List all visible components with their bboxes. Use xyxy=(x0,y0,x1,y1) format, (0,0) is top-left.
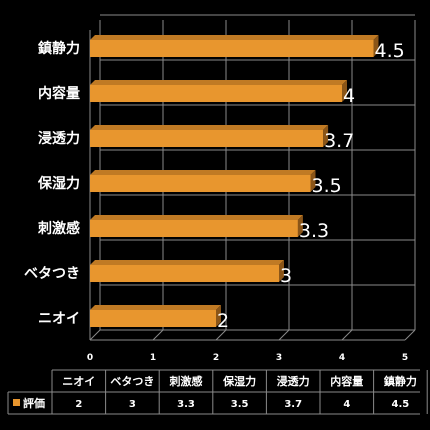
bar-top-face xyxy=(90,215,303,220)
bar-side-face xyxy=(279,260,284,282)
table-value-cell: 4 xyxy=(343,399,350,410)
bar-side-face xyxy=(310,170,316,192)
table-header-cell: 刺激感 xyxy=(169,374,203,388)
table-value-cell: 3.3 xyxy=(177,399,195,410)
table-header-cell: 浸透力 xyxy=(277,374,310,388)
bar-top-face xyxy=(90,305,221,310)
bar-内容量 xyxy=(90,80,347,102)
bar-top-face xyxy=(90,125,329,130)
grid-line xyxy=(215,329,227,341)
grid-line xyxy=(152,329,164,341)
x-tick-label: 3 xyxy=(276,353,282,363)
bar xyxy=(90,130,324,147)
legend-marker xyxy=(13,399,20,406)
bar-top-face xyxy=(90,260,284,265)
bar xyxy=(90,175,311,192)
bar-side-face xyxy=(373,35,379,57)
grid-line xyxy=(341,329,353,341)
bar xyxy=(90,265,279,282)
bar-浸透力 xyxy=(90,125,329,147)
bar xyxy=(90,310,216,327)
bars xyxy=(90,35,379,327)
table-value-cell: 4.5 xyxy=(392,399,410,410)
table-value-cell: 3.5 xyxy=(231,399,249,410)
category-label: 浸透力 xyxy=(38,130,80,147)
data-label: 4 xyxy=(343,85,355,107)
grid-line xyxy=(278,329,290,341)
bar-鎮静力 xyxy=(90,35,379,57)
category-labels: ニオイ ベタつき 刺激感 保湿力 浸透力 内容量 鎮静力 xyxy=(24,40,80,327)
bar-ベタつき xyxy=(90,260,284,282)
x-tick-label: 4 xyxy=(339,353,345,363)
bar-side-face xyxy=(323,125,329,147)
bar xyxy=(90,220,298,237)
data-label: 3.3 xyxy=(299,220,329,242)
grid-line xyxy=(89,329,101,341)
bar-top-face xyxy=(90,170,316,175)
category-label: 内容量 xyxy=(38,85,80,102)
bar-刺激感 xyxy=(90,215,303,237)
bar-ニオイ xyxy=(90,305,221,327)
category-label: ニオイ xyxy=(38,311,80,327)
bar-top-face xyxy=(90,35,379,40)
bar xyxy=(90,40,374,57)
data-label: 2 xyxy=(217,310,229,332)
bar-保湿力 xyxy=(90,170,316,192)
x-tick-label: 2 xyxy=(213,353,219,363)
x-tick-labels: 0 1 2 3 4 5 xyxy=(87,353,408,363)
table-value-cell: 2 xyxy=(75,399,82,410)
data-label: 3 xyxy=(280,265,292,287)
category-label: ベタつき xyxy=(24,266,80,282)
table-header-cell: 内容量 xyxy=(330,374,363,388)
category-label: 保湿力 xyxy=(37,175,80,192)
data-label: 3.5 xyxy=(312,175,342,197)
table-header-cell: 保湿力 xyxy=(222,374,256,388)
table-header-cell: 鎮静力 xyxy=(384,374,417,388)
bar xyxy=(90,85,342,102)
data-label: 4.5 xyxy=(375,40,405,62)
data-label: 3.7 xyxy=(324,130,354,152)
table-value-cell: 3.7 xyxy=(284,399,302,410)
bar-side-face xyxy=(342,80,347,102)
grid-line xyxy=(404,329,416,341)
table-value-cell: 3 xyxy=(129,399,136,410)
bar-side-face xyxy=(297,215,303,237)
data-table: ニオイ 2 ベタつき 3 刺激感 3.3 保湿力 3.5 浸透力 3.7 内容量 4 鎮静力 4.5 評価 xyxy=(7,369,428,415)
table-header-cell: ニオイ xyxy=(62,375,95,388)
data-labels: 2 3 3.3 3.5 3.7 4 4.5 xyxy=(217,40,405,332)
x-tick-label: 1 xyxy=(150,353,156,363)
category-label: 鎮静力 xyxy=(38,40,80,57)
x-tick-label: 5 xyxy=(402,353,408,363)
bar-top-face xyxy=(90,80,347,85)
category-label: 刺激感 xyxy=(38,220,80,237)
x-tick-label: 0 xyxy=(87,353,93,363)
bar-side-face xyxy=(216,305,221,327)
series-name: 評価 xyxy=(23,396,45,410)
table-header-cell: ベタつき xyxy=(110,375,154,388)
